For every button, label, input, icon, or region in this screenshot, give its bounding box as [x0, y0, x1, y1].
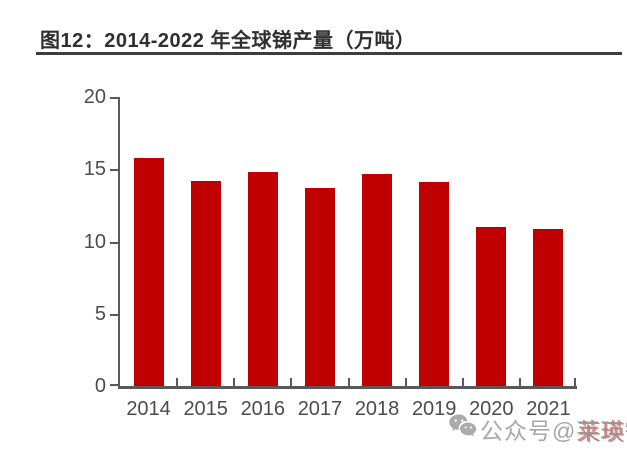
y-axis-tick-5: [110, 313, 119, 316]
bar-2019: [419, 182, 450, 386]
x-axis-label-2016: 2016: [240, 398, 286, 420]
x-axis-label-2017: 2017: [297, 398, 343, 420]
x-axis-tick-5: [404, 378, 407, 386]
y-axis-label-5: 5: [94, 302, 106, 325]
x-axis-label-2020: 2020: [469, 398, 514, 420]
bar-2018: [362, 173, 393, 386]
bar-2015: [190, 180, 221, 386]
y-axis-tick-10: [110, 241, 119, 244]
bar-2021: [533, 228, 564, 386]
y-axis-label-15: 15: [83, 158, 106, 181]
x-axis-tick-3: [290, 378, 293, 386]
y-axis-label-20: 20: [83, 86, 106, 108]
y-axis-tick-0: [110, 384, 119, 386]
x-axis-tick-4: [347, 378, 350, 386]
bar-2017: [304, 188, 335, 386]
plot-area: 0 5 10 15 20 2014 2015 2016 2017 2018 2019 2020 2021: [84, 86, 577, 420]
x-axis-tick-2: [233, 378, 236, 386]
x-axis-label-2015: 2015: [183, 398, 228, 420]
y-axis-tick-15: [110, 169, 119, 172]
bar-2014: [133, 157, 164, 386]
x-axis-label-2019: 2019: [411, 398, 457, 420]
watermark-account: 莱瑛智库: [576, 418, 627, 444]
x-axis-label-2021: 2021: [526, 398, 571, 420]
x-axis-tick-6: [461, 378, 464, 386]
bar-2016: [247, 172, 278, 386]
title-underline: [36, 52, 622, 55]
y-axis-tick-20: [110, 97, 119, 99]
y-axis-label-0: 0: [94, 375, 106, 397]
x-axis-label-2014: 2014: [126, 398, 171, 420]
watermark-prefix: 公众号@: [480, 418, 577, 444]
x-axis-label-2018: 2018: [354, 398, 400, 420]
x-axis-tick-7: [518, 378, 521, 386]
x-axis-tick-1: [176, 378, 179, 386]
bar-2020: [476, 227, 507, 386]
y-axis-label-10: 10: [83, 230, 106, 253]
x-axis-tick-8: [574, 378, 576, 386]
chart-title: 图12：2014-2022 年全球锑产量（万吨）: [40, 30, 416, 52]
